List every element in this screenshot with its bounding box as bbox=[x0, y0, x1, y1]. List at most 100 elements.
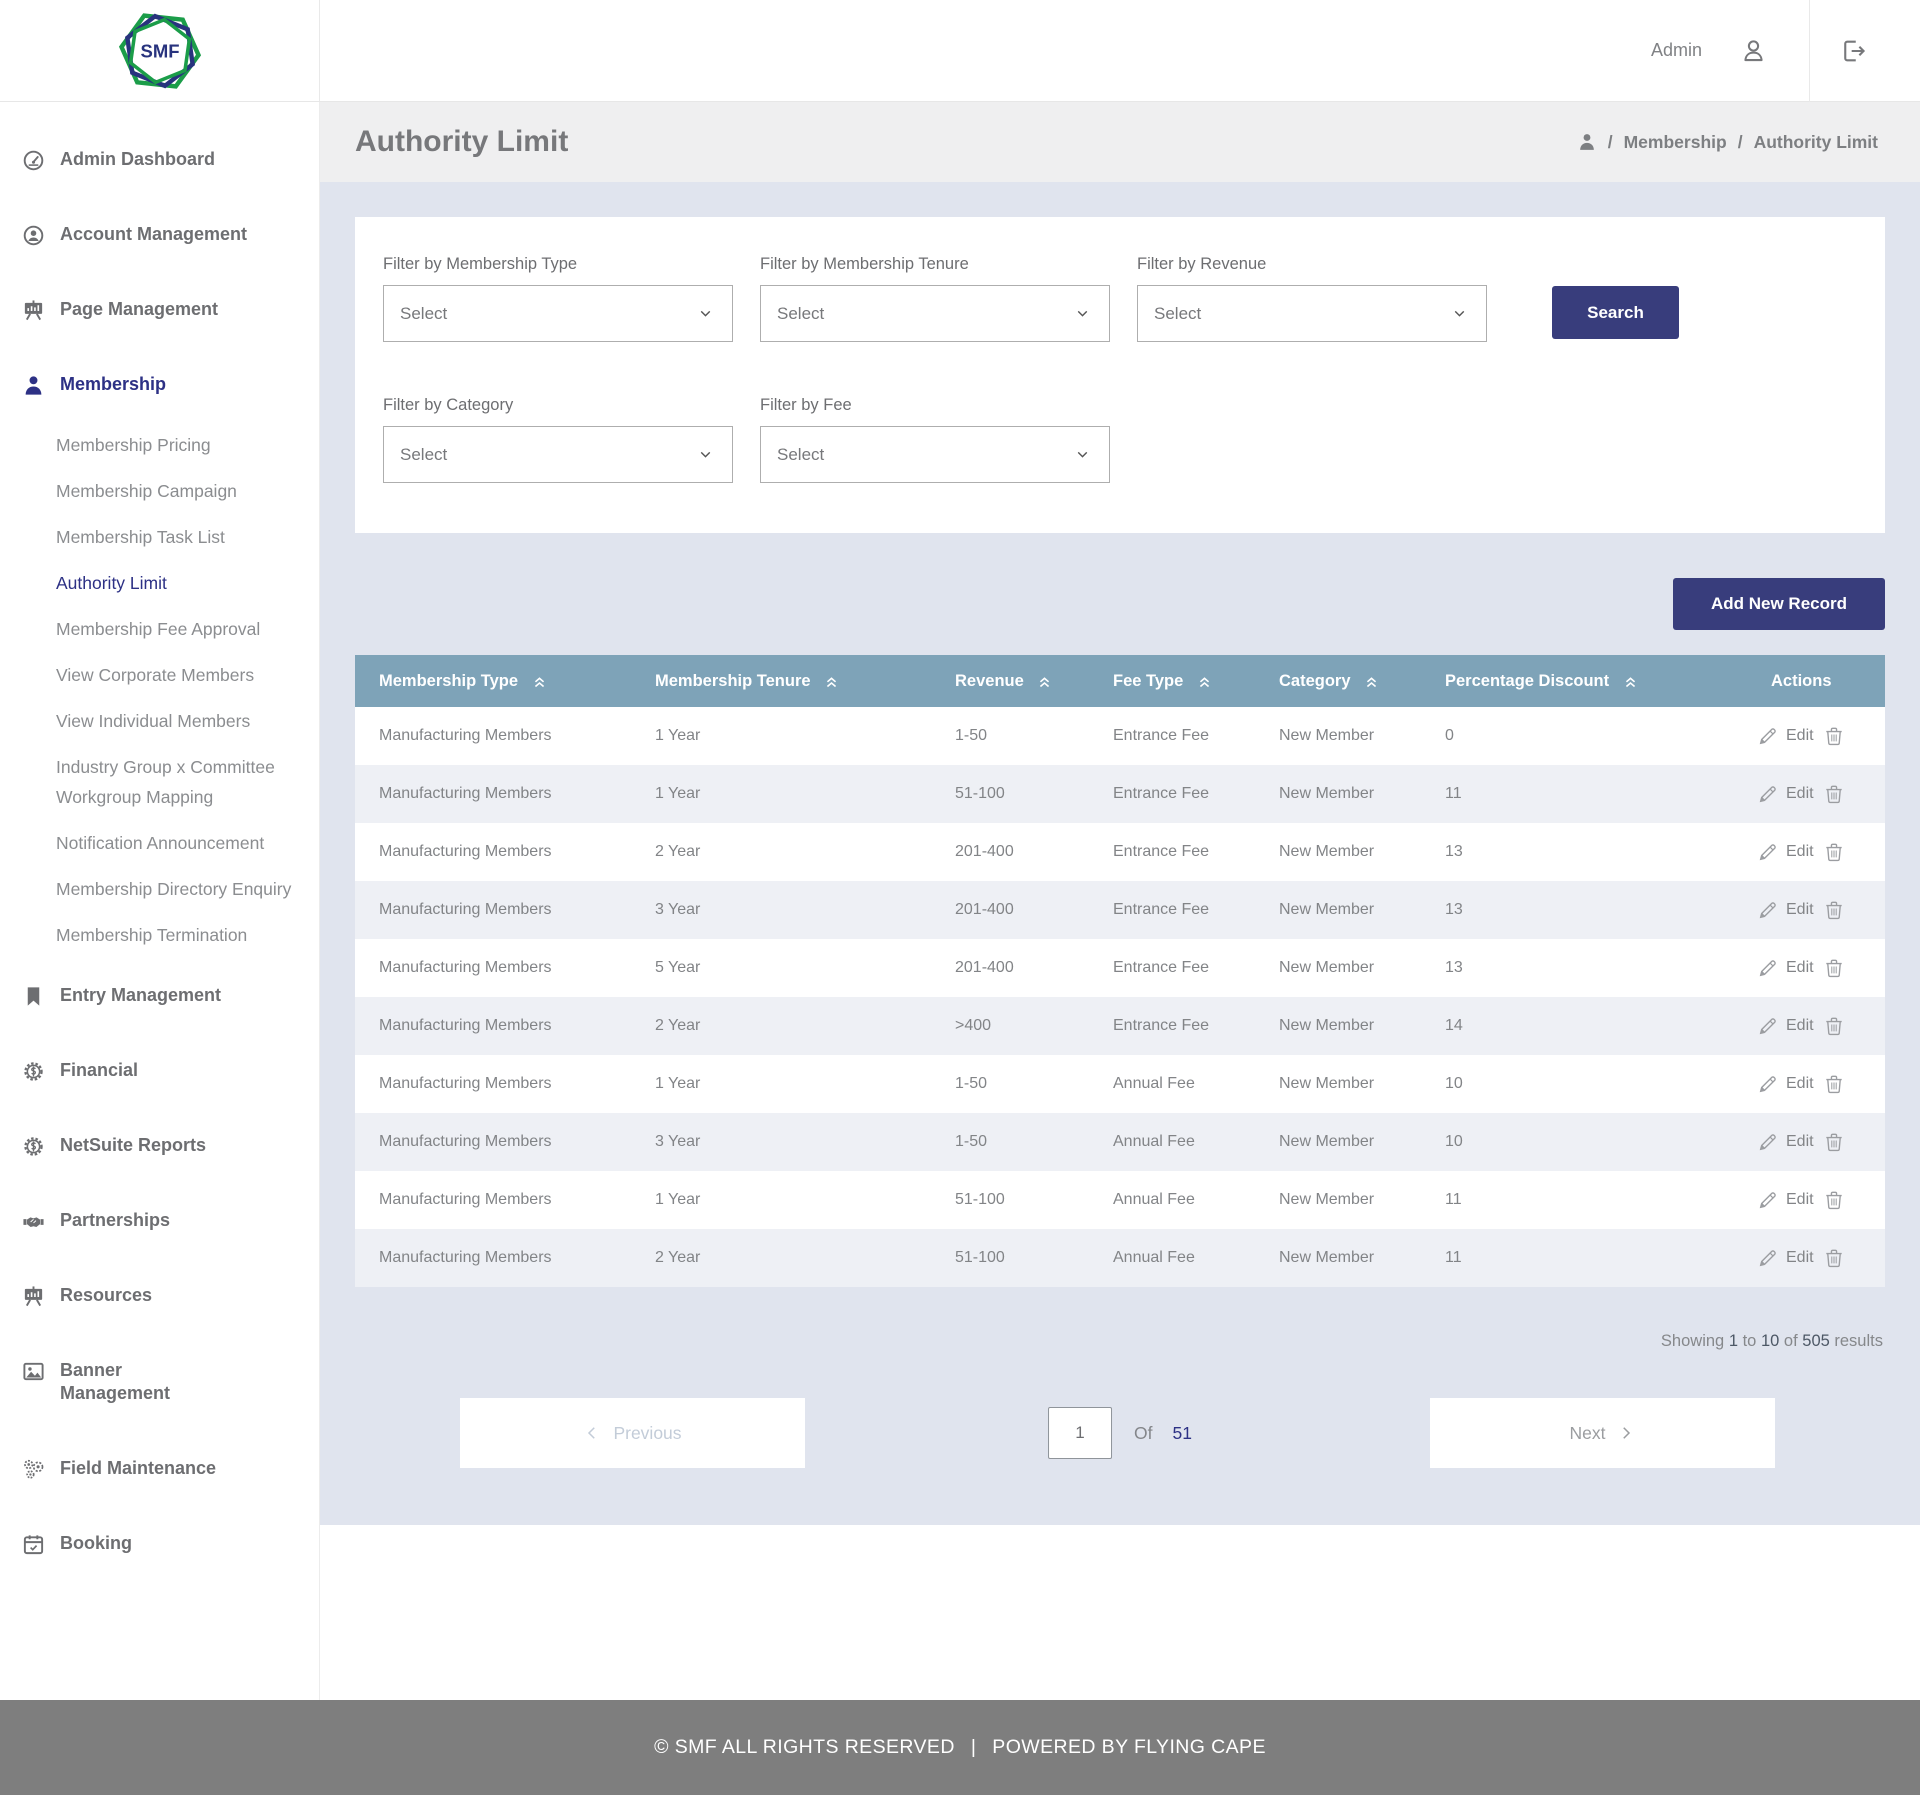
pencil-icon bbox=[1757, 899, 1779, 921]
edit-button[interactable]: Edit bbox=[1757, 1073, 1814, 1095]
results-total: 505 bbox=[1802, 1332, 1830, 1350]
filter-select[interactable]: Select bbox=[760, 426, 1110, 483]
current-page-input[interactable] bbox=[1048, 1407, 1113, 1459]
sidebar-item-label: Field Maintenance bbox=[60, 1458, 217, 1478]
next-page-button[interactable]: Next bbox=[1430, 1398, 1775, 1468]
filter-select[interactable]: Select bbox=[760, 285, 1110, 342]
add-new-record-button[interactable]: Add New Record bbox=[1673, 578, 1885, 630]
chevron-down-icon bbox=[1074, 305, 1091, 322]
logout-button[interactable] bbox=[1840, 37, 1868, 65]
sidebar-item-industry-group-x-committee-workgroup-mapping[interactable]: Industry Group x Committee Workgroup Map… bbox=[0, 744, 319, 820]
chevron-left-icon bbox=[583, 1424, 601, 1442]
sidebar-item-membership-campaign[interactable]: Membership Campaign bbox=[0, 468, 319, 514]
table-row: Manufacturing Members 1 Year 51-100 Entranc… bbox=[355, 765, 1885, 823]
filter-select[interactable]: Select bbox=[1137, 285, 1487, 342]
sidebar-item-admin-dashboard[interactable]: Admin Dashboard bbox=[0, 122, 319, 197]
trash-icon bbox=[1823, 1189, 1845, 1211]
table-row: Manufacturing Members 5 Year 201-400 Entran… bbox=[355, 939, 1885, 997]
sidebar-item-partnerships[interactable]: Partnerships bbox=[0, 1183, 319, 1258]
column-header-label: Percentage Discount bbox=[1445, 671, 1610, 690]
sidebar-item-label: Membership Directory Enquiry bbox=[56, 879, 292, 899]
edit-button[interactable]: Edit bbox=[1757, 1189, 1814, 1211]
sidebar-item-financial[interactable]: Financial bbox=[0, 1033, 319, 1108]
table-cell: 5 Year bbox=[655, 959, 701, 976]
footer-copyright: © SMF ALL RIGHTS RESERVED bbox=[654, 1736, 955, 1758]
column-header-membership-type[interactable]: Membership Type bbox=[355, 655, 635, 707]
sidebar-item-resources[interactable]: Resources bbox=[0, 1258, 319, 1333]
handshake-icon bbox=[22, 1209, 45, 1232]
sidebar-item-membership-fee-approval[interactable]: Membership Fee Approval bbox=[0, 606, 319, 652]
edit-button[interactable]: Edit bbox=[1757, 725, 1814, 747]
edit-button[interactable]: Edit bbox=[1757, 1131, 1814, 1153]
user-menu-button[interactable] bbox=[1740, 37, 1767, 64]
sidebar-item-membership[interactable]: Membership bbox=[0, 347, 319, 422]
sidebar-item-label: Banner Management bbox=[60, 1360, 171, 1403]
logo-text: SMF bbox=[140, 40, 179, 61]
table-cell: 3 Year bbox=[635, 1113, 935, 1171]
column-header-membership-tenure[interactable]: Membership Tenure bbox=[635, 655, 935, 707]
filter-select[interactable]: Select bbox=[383, 285, 733, 342]
edit-button[interactable]: Edit bbox=[1757, 1015, 1814, 1037]
sidebar-item-label: Page Management bbox=[60, 299, 219, 319]
sidebar-item-banner-management[interactable]: Banner Management bbox=[0, 1333, 319, 1431]
delete-button[interactable] bbox=[1823, 725, 1845, 747]
edit-button[interactable]: Edit bbox=[1757, 783, 1814, 805]
edit-label: Edit bbox=[1786, 901, 1814, 918]
delete-button[interactable] bbox=[1823, 1189, 1845, 1211]
column-header-revenue[interactable]: Revenue bbox=[935, 655, 1093, 707]
sidebar-item-entry-management[interactable]: Entry Management bbox=[0, 958, 319, 1033]
admin-user-label: Admin bbox=[1650, 40, 1702, 60]
table-row: Manufacturing Members 3 Year 201-400 Entran… bbox=[355, 881, 1885, 939]
sidebar-item-membership-pricing[interactable]: Membership Pricing bbox=[0, 422, 319, 468]
sidebar-item-membership-task-list[interactable]: Membership Task List bbox=[0, 514, 319, 560]
delete-button[interactable] bbox=[1823, 1247, 1845, 1269]
delete-button[interactable] bbox=[1823, 841, 1845, 863]
delete-button[interactable] bbox=[1823, 899, 1845, 921]
table-cell: New Member bbox=[1259, 765, 1425, 823]
sidebar-item-authority-limit[interactable]: Authority Limit bbox=[0, 560, 319, 606]
person-icon bbox=[22, 373, 45, 396]
delete-button[interactable] bbox=[1823, 1015, 1845, 1037]
edit-label: Edit bbox=[1786, 727, 1814, 744]
sidebar-item-view-individual-members[interactable]: View Individual Members bbox=[0, 698, 319, 744]
sidebar-item-label: Membership bbox=[60, 374, 167, 394]
sidebar-item-label: Notification Announcement bbox=[56, 833, 265, 853]
footer: © SMF ALL RIGHTS RESERVED | POWERED BY F… bbox=[0, 1700, 1920, 1795]
edit-button[interactable]: Edit bbox=[1757, 841, 1814, 863]
sidebar-item-field-maintenance[interactable]: Field Maintenance bbox=[0, 1431, 319, 1506]
edit-button[interactable]: Edit bbox=[1757, 1247, 1814, 1269]
sidebar-item-account-management[interactable]: Account Management bbox=[0, 197, 319, 272]
table-row: Manufacturing Members 2 Year 51-100 Annual … bbox=[355, 1229, 1885, 1287]
edit-button[interactable]: Edit bbox=[1757, 899, 1814, 921]
table-cell: 13 bbox=[1445, 843, 1463, 860]
sidebar-item-page-management[interactable]: Page Management bbox=[0, 272, 319, 347]
sidebar-item-netsuite-reports[interactable]: NetSuite Reports bbox=[0, 1108, 319, 1183]
sidebar-item-label: Financial bbox=[60, 1060, 139, 1080]
column-header-category[interactable]: Category bbox=[1259, 655, 1425, 707]
sort-asc-icon bbox=[1037, 674, 1052, 689]
table-cell: Manufacturing Members bbox=[355, 997, 635, 1055]
sidebar-item-notification-announcement[interactable]: Notification Announcement bbox=[0, 820, 319, 866]
edit-button[interactable]: Edit bbox=[1757, 957, 1814, 979]
filter-select[interactable]: Select bbox=[383, 426, 733, 483]
sidebar-item-label: Account Management bbox=[60, 224, 248, 244]
delete-button[interactable] bbox=[1823, 783, 1845, 805]
smf-logo[interactable]: SMF bbox=[0, 0, 320, 101]
sidebar-item-membership-termination[interactable]: Membership Termination bbox=[0, 912, 319, 958]
table-cell: New Member bbox=[1259, 881, 1425, 939]
column-header-percentage-discount[interactable]: Percentage Discount bbox=[1425, 655, 1737, 707]
sidebar-item-view-corporate-members[interactable]: View Corporate Members bbox=[0, 652, 319, 698]
column-header-fee-type[interactable]: Fee Type bbox=[1093, 655, 1259, 707]
table-cell: Entrance Fee bbox=[1113, 727, 1210, 744]
delete-button[interactable] bbox=[1823, 957, 1845, 979]
sidebar-item-membership-directory-enquiry[interactable]: Membership Directory Enquiry bbox=[0, 866, 319, 912]
previous-page-button[interactable]: Previous bbox=[460, 1398, 805, 1468]
breadcrumb-membership[interactable]: Membership bbox=[1623, 131, 1727, 152]
sidebar-item-booking[interactable]: Booking bbox=[0, 1506, 319, 1581]
column-header-label: Revenue bbox=[955, 671, 1024, 690]
table-cell: >400 bbox=[935, 997, 1093, 1055]
delete-button[interactable] bbox=[1823, 1073, 1845, 1095]
delete-button[interactable] bbox=[1823, 1131, 1845, 1153]
actions-cell: Edit bbox=[1737, 939, 1885, 997]
search-button[interactable]: Search bbox=[1552, 286, 1679, 339]
